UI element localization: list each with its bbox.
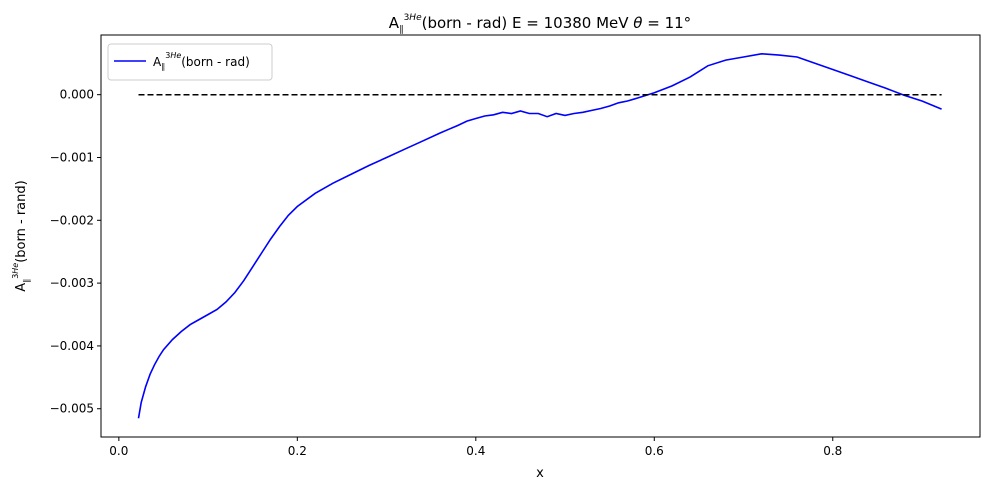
y-tick-label: −0.004 — [50, 339, 94, 353]
x-tick-label: 0.8 — [823, 444, 842, 458]
y-tick-label: −0.005 — [50, 402, 94, 416]
y-tick-label: 0.000 — [60, 88, 94, 102]
x-tick-label: 0.0 — [109, 444, 128, 458]
legend-box — [107, 43, 273, 81]
ticks-layer: 0.0 0.2 0.4 0.6 0.8 −0.005 −0.004 −0.003 −0.002 −… — [50, 88, 843, 458]
series-line-born-minus-rad — [137, 52, 942, 419]
legend-label: A∥3He(born - rad) — [153, 51, 250, 71]
y-tick-label: −0.003 — [50, 276, 94, 290]
y-axis-label: A∥3He(born - rand) — [11, 180, 31, 291]
x-tick-label: 0.4 — [466, 444, 485, 458]
x-tick-label: 0.6 — [645, 444, 664, 458]
legend: A∥3He(born - rad) — [107, 43, 273, 81]
chart-title: A∥3He(born - rad) E = 10380 MeV θ = 11° — [389, 13, 691, 35]
y-tick-label: −0.002 — [50, 213, 94, 227]
x-axis-label: x — [536, 466, 544, 481]
y-tick-label: −0.001 — [50, 150, 94, 164]
plot-area — [101, 35, 980, 437]
svg-text:A∥3He(born - rand): A∥3He(born - rand) — [11, 180, 31, 291]
plot-frame — [100, 34, 981, 438]
x-tick-label: 0.2 — [288, 444, 307, 458]
series-layer — [137, 52, 942, 419]
